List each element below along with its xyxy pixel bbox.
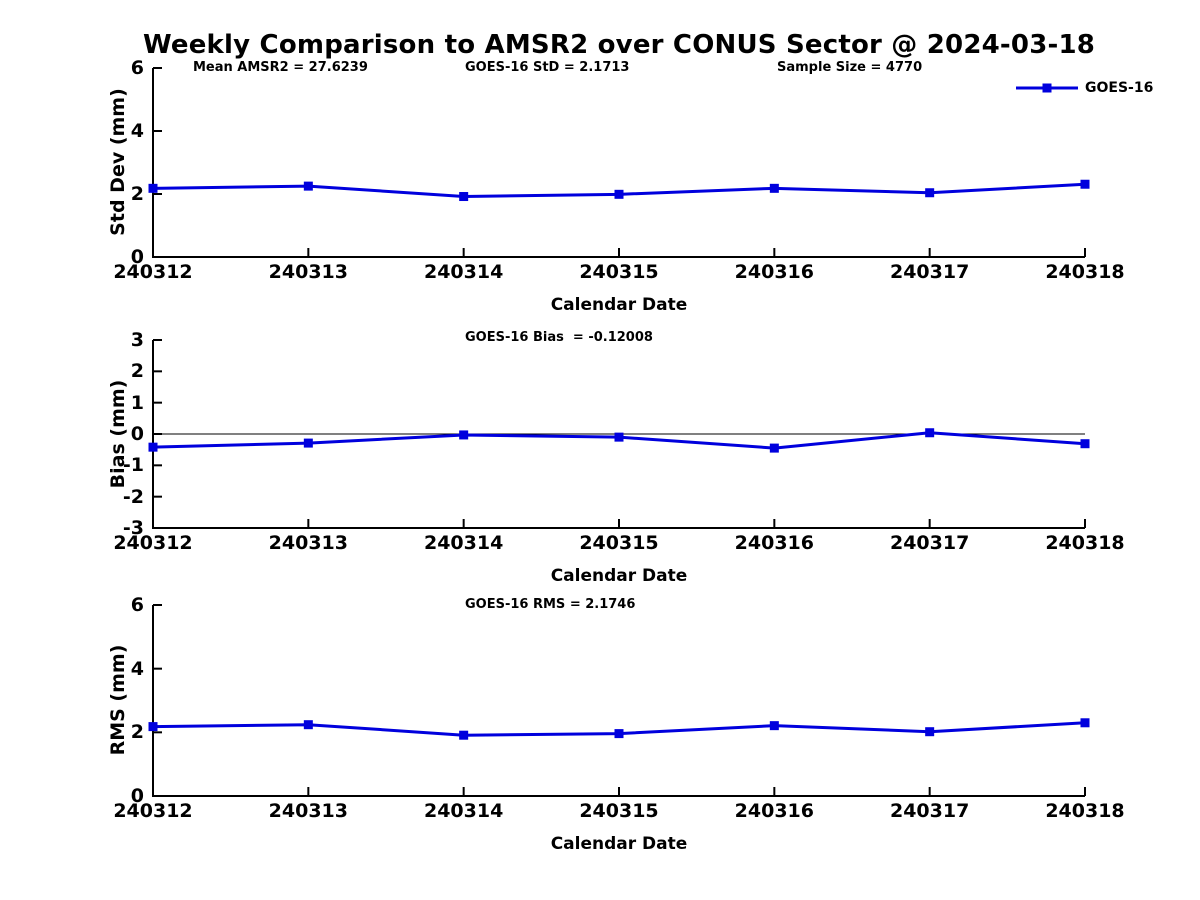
subplot-2 <box>148 604 1090 797</box>
data-point-marker <box>614 189 624 199</box>
y-tick-label: -3 <box>122 517 144 539</box>
data-point-marker <box>1080 718 1090 728</box>
y-tick-label: 4 <box>130 657 144 680</box>
x-tick-label: 240315 <box>579 532 659 554</box>
x-tick-label: 240318 <box>1045 532 1125 554</box>
annotation-mean-amsr2: Mean AMSR2 = 27.6239 <box>193 60 368 75</box>
y-tick-label: 2 <box>130 360 144 383</box>
x-tick-label: 240314 <box>423 532 504 554</box>
data-point-marker <box>459 430 469 440</box>
data-point-marker <box>769 721 779 731</box>
y-tick-label: 4 <box>130 120 144 142</box>
data-point-marker <box>769 183 779 193</box>
subplot-title-rms: GOES-16 RMS = 2.1746 <box>465 597 636 612</box>
subplot-0 <box>148 67 1090 258</box>
annotation-goes16-std: GOES-16 StD = 2.1713 <box>465 60 630 75</box>
x-tick-label: 240316 <box>734 261 814 283</box>
data-point-marker <box>614 432 624 442</box>
y-tick-label: 6 <box>130 57 144 79</box>
y-tick-label: 0 <box>130 785 144 807</box>
x-tick-label: 240312 <box>113 261 193 283</box>
x-tick-label: 240314 <box>423 261 504 283</box>
data-point-marker <box>303 438 313 448</box>
subplot-title-bias: GOES-16 Bias = -0.12008 <box>465 330 653 345</box>
data-point-marker <box>459 192 469 202</box>
legend-label: GOES-16 <box>1085 80 1154 96</box>
data-point-marker <box>925 727 935 737</box>
data-point-marker <box>925 428 935 438</box>
x-tick-label: 240318 <box>1045 261 1125 283</box>
y-tick-label: 0 <box>130 423 144 445</box>
data-point-marker <box>769 443 779 453</box>
data-point-marker <box>148 442 158 452</box>
x-axis-label-calendar-date-1: Calendar Date <box>550 295 688 315</box>
figure-title: Weekly Comparison to AMSR2 over CONUS Se… <box>142 30 1096 60</box>
data-point-marker <box>148 722 158 732</box>
y-tick-label: 2 <box>130 183 144 205</box>
data-point-marker <box>459 730 469 740</box>
y-tick-label: 3 <box>130 329 144 351</box>
x-axis-label-calendar-date-2: Calendar Date <box>550 566 688 586</box>
annotation-sample-size: Sample Size = 4770 <box>777 60 923 75</box>
subplot-1 <box>148 339 1090 529</box>
data-point-marker <box>614 729 624 739</box>
data-point-marker <box>303 181 313 191</box>
x-axis-label-calendar-date-3: Calendar Date <box>550 834 688 854</box>
x-tick-label: 240313 <box>268 261 348 283</box>
x-tick-label: 240314 <box>423 800 504 822</box>
legend-sample <box>1016 83 1078 93</box>
y-tick-label: 0 <box>130 246 144 268</box>
x-tick-label: 240313 <box>268 532 348 554</box>
x-tick-label: 240317 <box>889 532 970 554</box>
data-point-marker <box>925 188 935 198</box>
data-point-marker <box>1080 439 1090 449</box>
x-tick-label: 240316 <box>734 532 814 554</box>
x-tick-label: 240316 <box>734 800 814 822</box>
y-tick-label: 2 <box>130 721 144 744</box>
y-tick-label: -1 <box>122 454 144 477</box>
x-tick-label: 240318 <box>1045 800 1125 822</box>
data-point-marker <box>1080 179 1090 189</box>
x-tick-label: 240312 <box>113 532 193 554</box>
x-tick-label: 240312 <box>113 800 193 822</box>
data-point-marker <box>148 183 158 193</box>
x-tick-label: 240315 <box>579 800 659 822</box>
x-tick-label: 240317 <box>889 800 970 822</box>
y-tick-label: 1 <box>130 391 144 414</box>
x-tick-label: 240313 <box>268 800 348 822</box>
y-tick-label: 6 <box>130 594 144 616</box>
x-tick-label: 240317 <box>889 261 970 283</box>
data-point-marker <box>303 720 313 730</box>
x-tick-label: 240315 <box>579 261 659 283</box>
y-tick-label: -2 <box>122 485 144 508</box>
